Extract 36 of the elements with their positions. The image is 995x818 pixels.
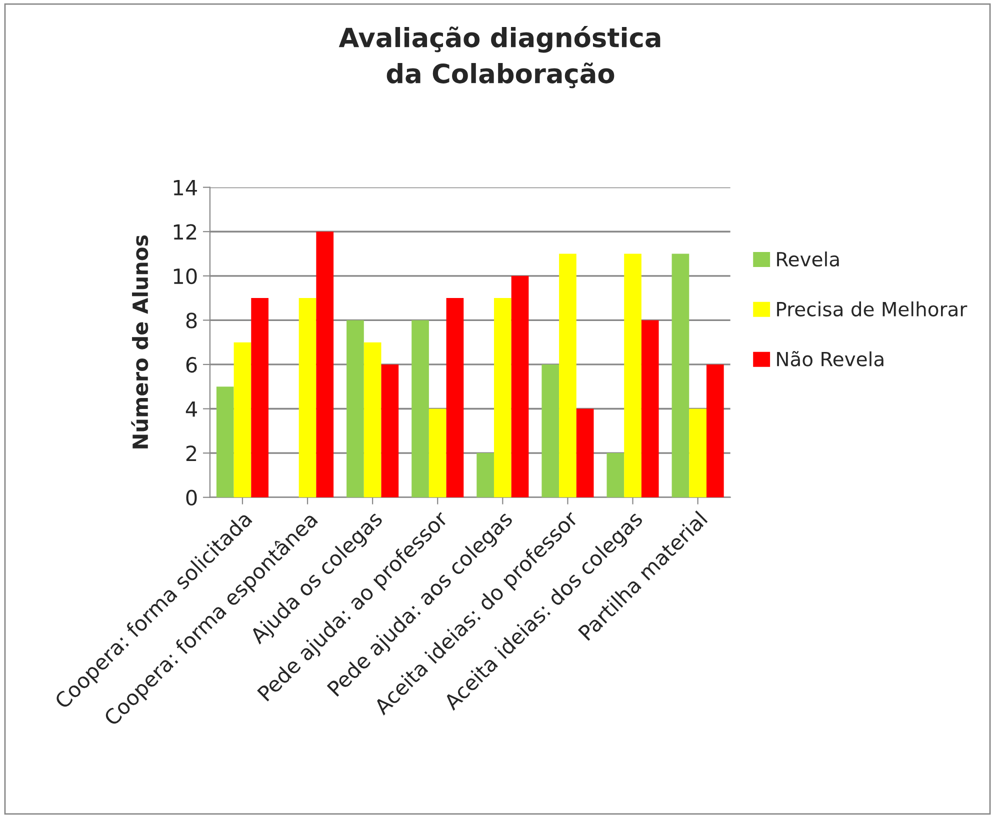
bar [234, 342, 252, 498]
bar [706, 364, 724, 498]
bar [576, 408, 594, 498]
bar [559, 254, 576, 498]
bar [494, 298, 512, 498]
bar [511, 276, 529, 498]
bar [428, 408, 446, 498]
bar [476, 453, 494, 498]
bar [216, 386, 234, 498]
bar [298, 298, 316, 498]
bar [606, 453, 624, 498]
bar [689, 408, 706, 498]
legend-label: Revela [777, 252, 839, 267]
bar [412, 320, 429, 498]
bar [672, 254, 690, 498]
y-tick-label: 10 [174, 268, 197, 284]
y-tick-label: 2 [186, 446, 196, 461]
bar [446, 298, 464, 498]
bar [641, 320, 659, 498]
y-tick-label: 8 [186, 312, 197, 328]
y-tick-label: 12 [174, 224, 196, 240]
legend-label: Não Revela [777, 351, 884, 366]
y-tick-label: 4 [186, 401, 197, 417]
bar [316, 232, 334, 498]
bar [624, 254, 642, 498]
chart-title: Avaliação diagnóstica da Colaboração [338, 26, 660, 88]
bar [542, 364, 560, 498]
bar [381, 364, 399, 498]
legend-label: Precisa de Melhorar [777, 301, 968, 316]
bar [364, 342, 382, 498]
bar [251, 298, 268, 498]
y-axis-title: Número de Alunos [131, 235, 148, 448]
y-tick-label: 0 [186, 490, 197, 506]
y-tick-label: 6 [186, 356, 197, 373]
bar [346, 320, 364, 498]
y-tick-label: 14 [174, 180, 197, 196]
